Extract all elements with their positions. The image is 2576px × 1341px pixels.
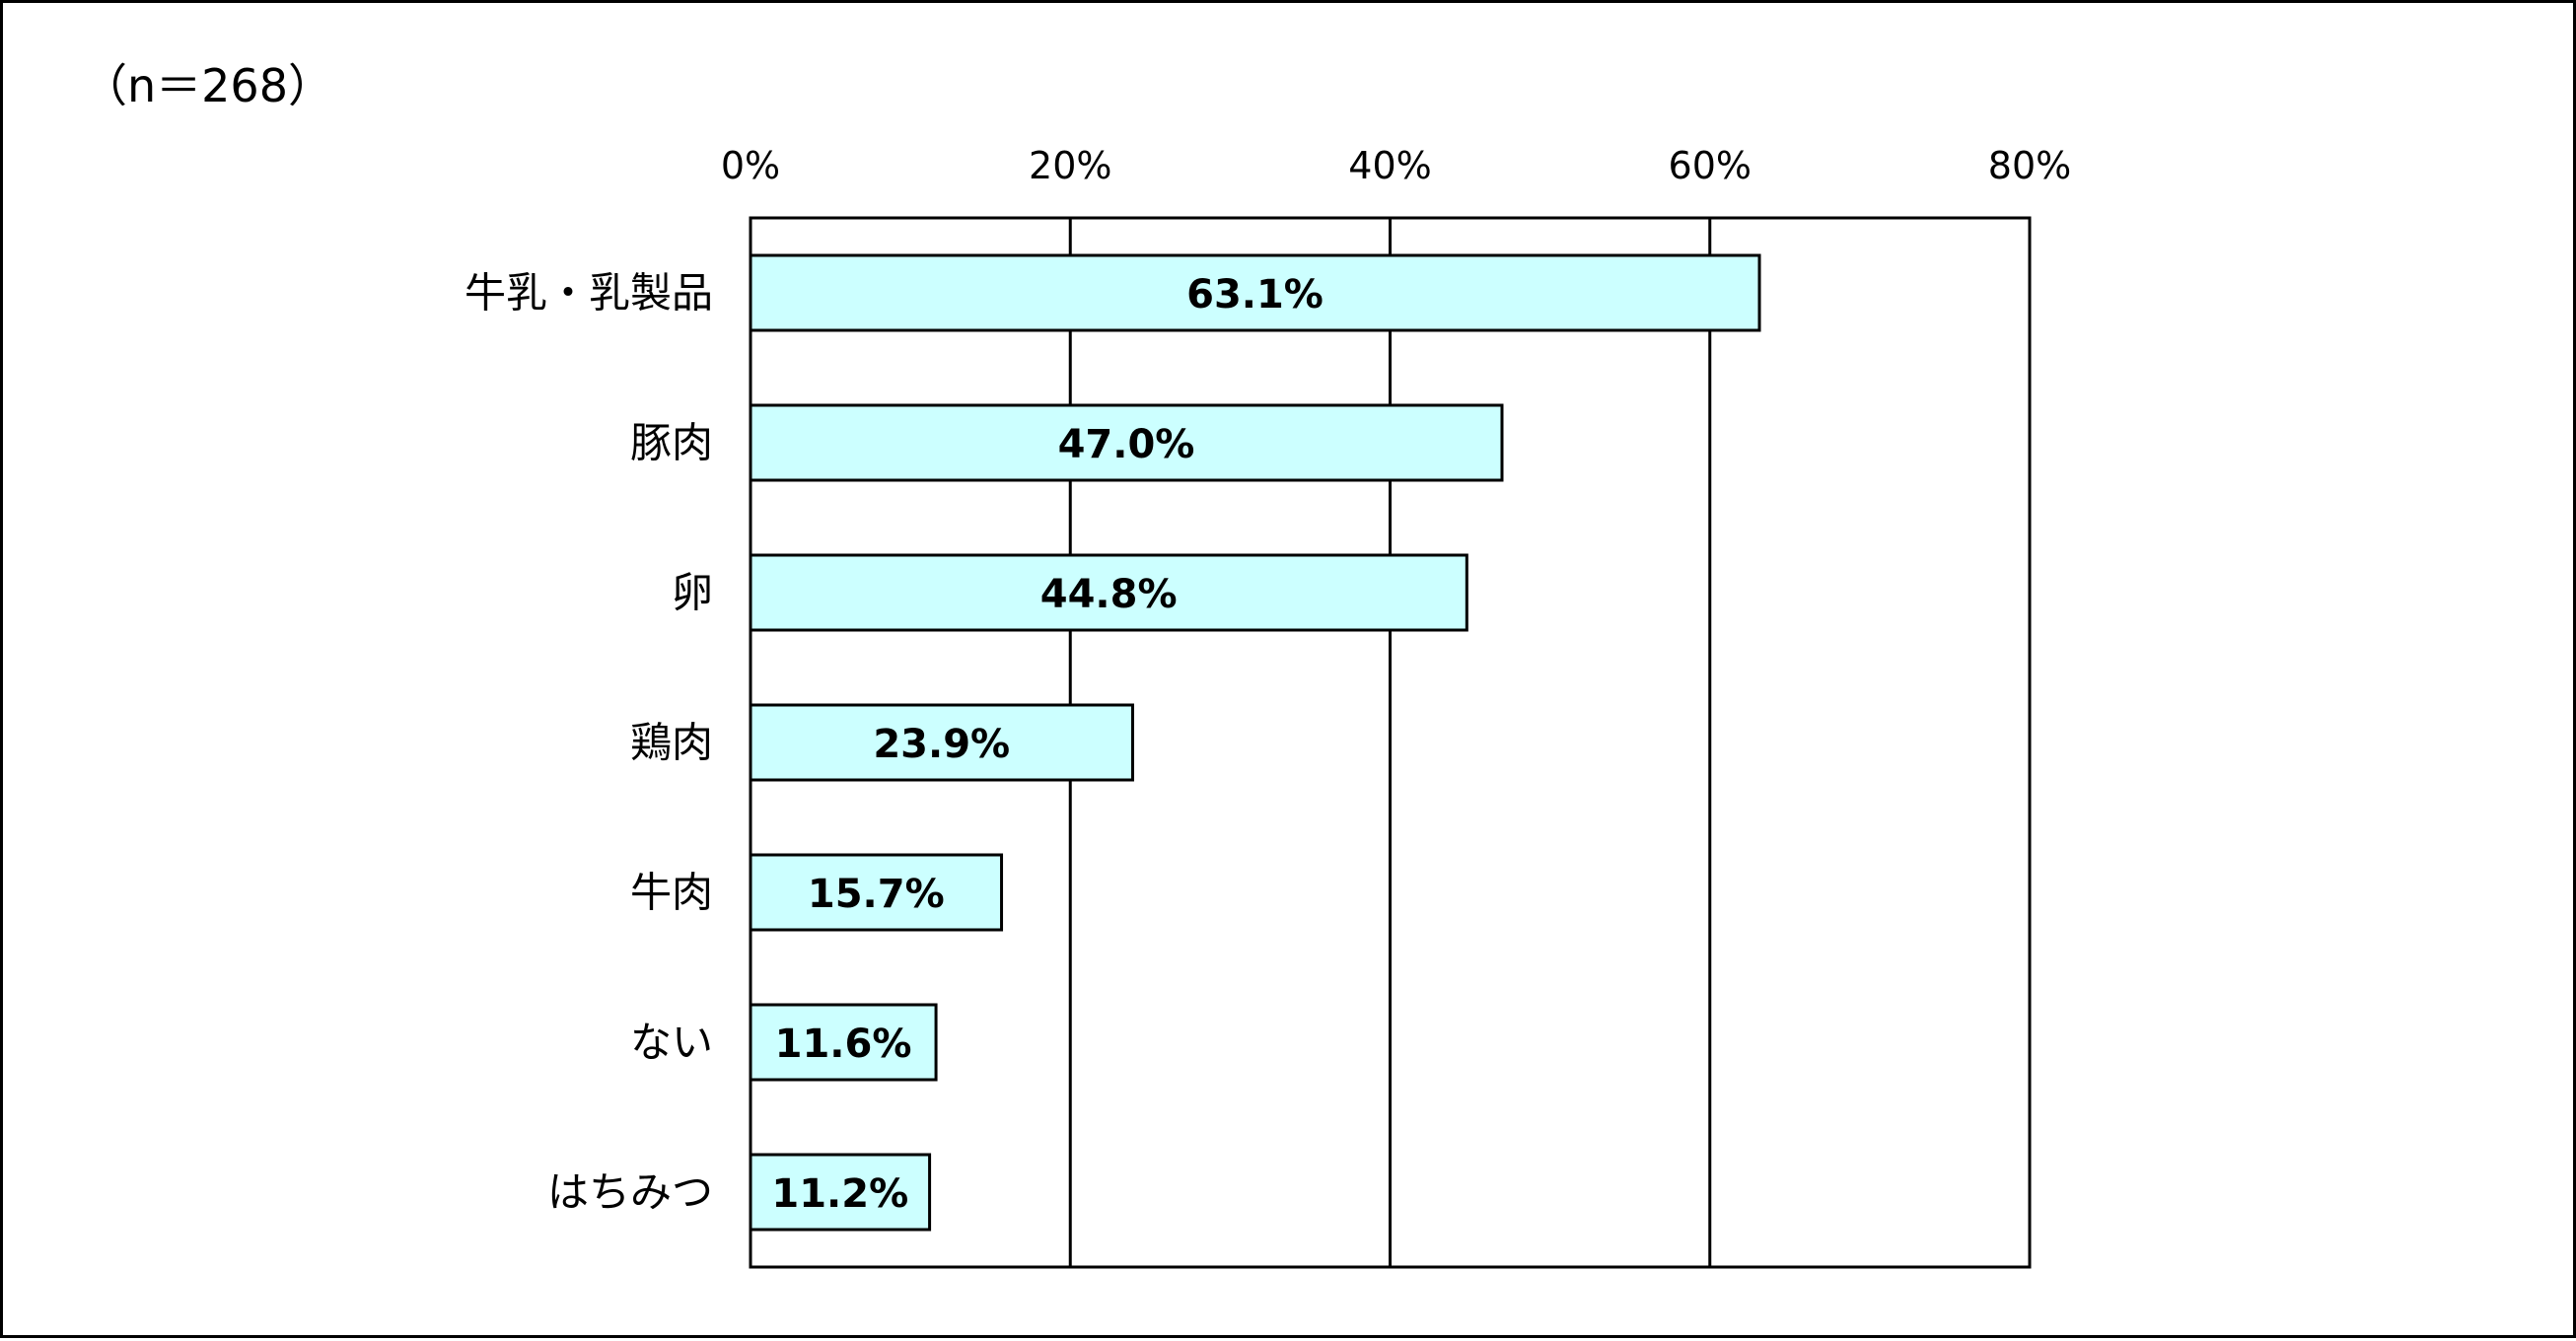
gridlines (1068, 218, 1712, 1267)
data-label: 15.7% (808, 872, 945, 917)
bar (749, 253, 1761, 332)
bar (749, 403, 1504, 482)
data-label: 11.2% (771, 1171, 908, 1217)
bar (749, 1003, 938, 1082)
x-tick-label: 0% (721, 144, 780, 187)
data-label: 47.0% (1058, 422, 1195, 467)
x-tick-label: 20% (1029, 144, 1111, 187)
bar (749, 853, 1004, 932)
category-label: 鶏肉 (630, 719, 713, 767)
data-labels: 63.1% 47.0% 44.8% 23.9% 15.7% 11.6% 11.2% (771, 272, 1323, 1217)
bar-chart: （n＝268） 0% 20% 40% 60% 80% 牛乳・乳製品豚肉卵鶏肉牛肉ないはち… (82, 59, 2071, 1269)
category-label: はちみつ (547, 1168, 713, 1217)
bar (749, 1153, 932, 1232)
plot-area-border (749, 216, 2032, 1269)
x-tick-label: 40% (1348, 144, 1431, 187)
sample-size-note: （n＝268） (82, 59, 333, 112)
bars (749, 253, 1761, 1232)
data-label: 44.8% (1040, 572, 1178, 617)
category-label: 卵 (672, 569, 713, 617)
category-label: 牛肉 (630, 869, 713, 917)
category-label: 牛乳・乳製品 (465, 269, 713, 318)
data-label: 23.9% (873, 722, 1010, 767)
category-label: 豚肉 (630, 419, 713, 467)
x-tick-label: 80% (1988, 144, 2071, 187)
x-tick-label: 60% (1669, 144, 1752, 187)
x-axis-ticks: 0% 20% 40% 60% 80% (721, 144, 2071, 187)
category-label: ない (630, 1019, 713, 1067)
bar (749, 703, 1134, 782)
data-label: 63.1% (1186, 272, 1324, 318)
data-label: 11.6% (775, 1022, 912, 1067)
bar (749, 553, 1468, 632)
